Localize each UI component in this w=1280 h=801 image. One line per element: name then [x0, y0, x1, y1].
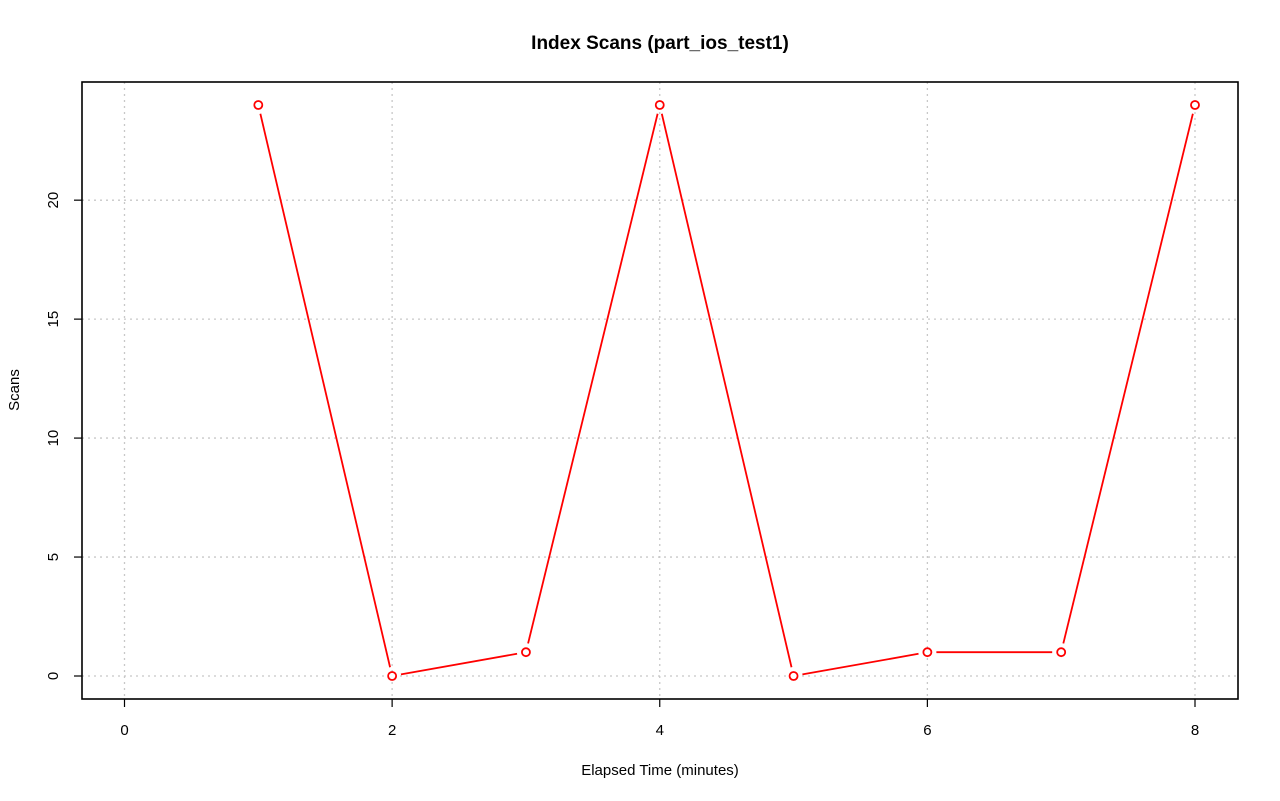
- y-tick-label: 10: [45, 430, 62, 447]
- grid-lines: [82, 82, 1238, 699]
- x-tick-label: 2: [388, 722, 396, 739]
- y-tick-label: 15: [45, 311, 62, 328]
- series-line-segment: [802, 652, 919, 676]
- plot-frame: [81, 81, 1239, 700]
- data-point: [387, 671, 398, 681]
- data-point: [521, 647, 531, 658]
- data-point: [788, 671, 799, 681]
- series-line-segment: [527, 113, 659, 644]
- y-tick-label: 5: [45, 553, 62, 561]
- x-tick-label: 0: [120, 722, 128, 739]
- data-point: [253, 100, 264, 110]
- y-axis-label: Scans: [6, 369, 23, 411]
- series-line-segment: [660, 113, 793, 668]
- series-line-segment: [1062, 113, 1194, 644]
- x-tick-label: 6: [923, 722, 931, 739]
- data-point: [1190, 100, 1200, 110]
- data-point: [1056, 647, 1067, 658]
- y-tick-label: 20: [45, 192, 62, 209]
- data-point: [922, 647, 933, 658]
- x-axis: 0 2 4 6 8: [120, 699, 1199, 739]
- y-axis: 0 5 10 15 20: [45, 192, 82, 680]
- series-group: [253, 100, 1200, 681]
- x-tick-label: 4: [656, 722, 664, 739]
- y-tick-label: 0: [45, 672, 62, 680]
- series-line-segment: [400, 652, 518, 676]
- x-axis-label: Elapsed Time (minutes): [581, 762, 739, 779]
- series-line-segment: [259, 113, 391, 668]
- chart-title: Index Scans (part_ios_test1): [531, 33, 789, 54]
- x-tick-label: 8: [1191, 722, 1199, 739]
- data-point: [654, 100, 665, 110]
